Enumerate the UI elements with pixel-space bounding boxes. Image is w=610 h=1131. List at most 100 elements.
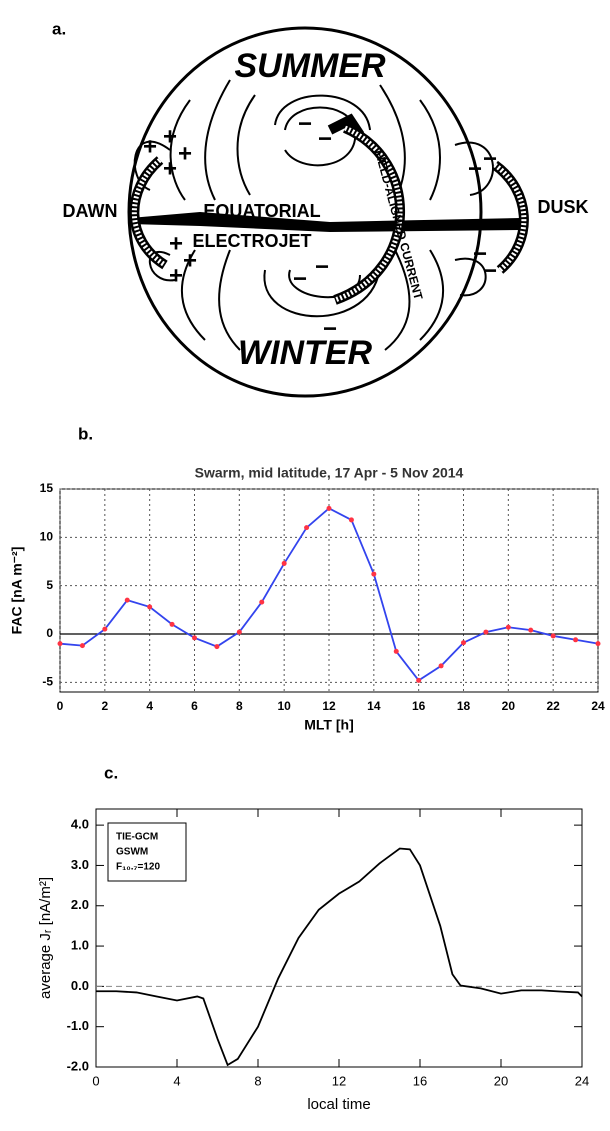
minus: − [468,155,482,182]
y-tick-label: 2.0 [71,897,89,912]
x-tick-label: 6 [191,699,198,713]
dusk-label: DUSK [537,197,588,217]
data-point [192,635,197,641]
minus: − [293,265,307,292]
data-point [573,637,579,643]
data-point [528,627,534,633]
equatorial-label: EQUATORIAL [203,201,320,221]
data-point [595,641,601,647]
x-tick-label: 10 [277,699,291,713]
legend-box [107,822,187,882]
fac-arrow-fill [334,125,403,303]
panel-label: a. [52,19,66,38]
legend-text: GSWM [116,847,148,858]
data-point [393,648,399,654]
data-point [169,621,175,627]
x-tick-label: 8 [254,1073,261,1088]
y-tick-label: 0.0 [71,978,89,993]
x-tick-label: 12 [322,699,336,713]
minus: − [483,145,497,172]
x-tick-label: 2 [101,699,108,713]
y-tick-label: 0 [46,626,53,640]
x-tick-label: 24 [575,1073,589,1088]
data-point [550,633,556,639]
data-point [483,629,489,635]
data-point [147,604,153,610]
summer-label: SUMMER [234,47,386,85]
electrojet-label: ELECTROJET [192,231,311,251]
plus: + [143,133,157,160]
x-tick-label: 24 [591,699,605,713]
minus: − [483,257,497,284]
plus: + [163,123,177,150]
x-tick-label: 4 [146,699,153,713]
x-axis-label: local time [307,1096,370,1113]
winter-label: WINTER [238,334,373,372]
y-tick-label: 5 [46,578,53,592]
dawn-arrow-fill [131,158,167,268]
plus: + [178,140,192,167]
diagram: a. SUMMER WINTER DAWN DUSK EQUATORIAL EL… [52,19,589,398]
plus: + [169,230,183,257]
x-tick-label: 14 [367,699,381,713]
y-tick-label: 3.0 [71,857,89,872]
minus: − [315,253,329,280]
panel-label: c. [104,763,118,782]
y-tick-label: 15 [40,481,54,495]
x-tick-label: 20 [502,699,516,713]
data-point [214,644,220,650]
plus: + [169,262,183,289]
y-axis-label: average Jᵣ [nA/m²] [37,877,54,999]
dawn-label: DAWN [63,201,118,221]
x-tick-label: 22 [546,699,560,713]
charges: + + + + + + + − − − − − − − − − [143,110,497,342]
plus: + [163,155,177,182]
y-tick-label: 1.0 [71,938,89,953]
data-line [96,847,583,1067]
x-tick-label: 12 [332,1073,346,1088]
data-point [461,640,466,646]
minus: − [323,315,337,342]
x-tick-label: 18 [457,699,471,713]
y-tick-label: 10 [40,530,54,544]
data-point [281,560,287,566]
field-lines [133,79,494,351]
data-point [124,597,130,603]
legend-text: TIE-GCM [116,832,158,843]
data-point [348,517,354,523]
data-point [371,571,377,577]
data-point [505,624,511,630]
chart-title: Swarm, mid latitude, 17 Apr - 5 Nov 2014 [195,465,464,481]
x-tick-label: 16 [413,1073,427,1088]
globe [127,26,483,398]
y-tick-label: -2.0 [67,1058,89,1073]
x-axis-label: MLT [h] [304,717,354,733]
data-point [79,643,85,649]
y-tick-label: -1.0 [67,1018,89,1033]
data-point [416,677,422,683]
y-tick-label: 4.0 [71,817,89,832]
plus: + [183,247,197,274]
data-point [236,629,242,635]
electrojet-arrow [130,212,520,232]
y-tick-label: -5 [42,675,53,689]
x-tick-label: 16 [412,699,426,713]
x-tick-label: 8 [236,699,243,713]
minus: − [318,125,332,152]
panel-label: b. [78,424,93,443]
data-point [304,525,310,531]
data-point [326,505,332,511]
x-tick-label: 0 [57,699,64,713]
legend-text: F₁₀.₇=120 [116,862,160,873]
data-point [102,626,108,632]
minus: − [298,110,312,137]
data-point [438,663,444,669]
data-point [57,641,63,647]
dusk-arrow-fill [493,162,527,272]
x-tick-label: 4 [173,1073,180,1088]
x-tick-label: 0 [92,1073,99,1088]
minus: − [473,240,487,267]
y-axis-label: FAC [nA m⁻²] [9,547,25,635]
x-tick-label: 20 [494,1073,508,1088]
